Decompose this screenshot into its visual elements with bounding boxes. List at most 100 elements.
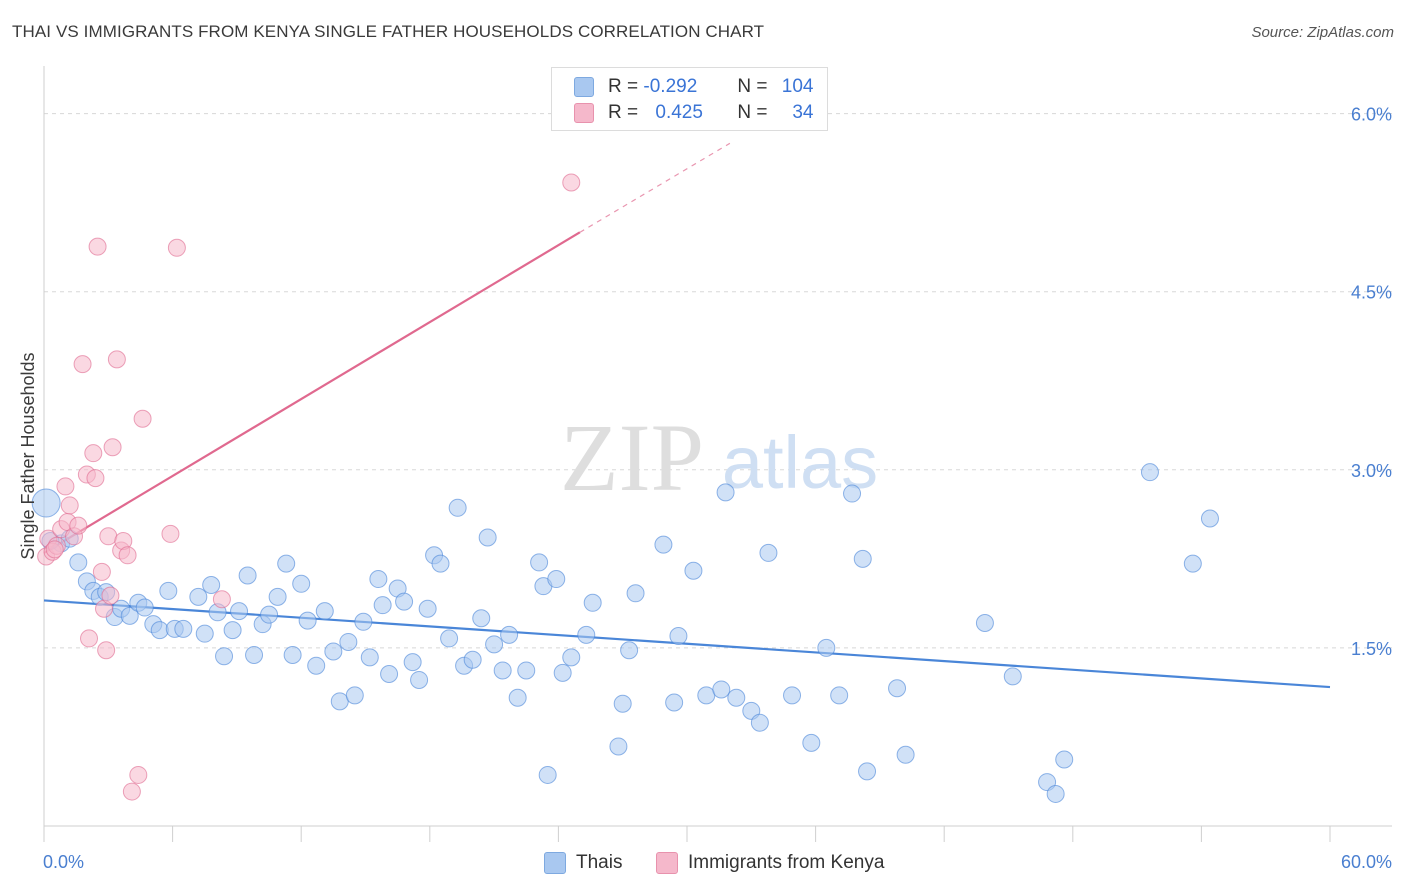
point-kenya	[73, 355, 92, 374]
source-label: Source: ZipAtlas.com	[1251, 24, 1394, 41]
point-kenya	[107, 350, 126, 369]
point-thais	[485, 635, 504, 654]
point-thais	[315, 602, 334, 621]
point-thais	[547, 570, 566, 589]
point-kenya	[167, 238, 186, 257]
point-kenya	[56, 477, 75, 496]
point-thais	[277, 554, 296, 573]
bottom-legend-label-kenya: Immigrants from Kenya	[688, 852, 885, 873]
legend-r-label: R =	[608, 102, 639, 123]
point-thais	[853, 549, 872, 568]
point-kenya	[562, 173, 581, 192]
point-kenya	[92, 562, 111, 581]
bottom-legend-thais[interactable]: Thais	[544, 852, 622, 874]
point-kenya	[103, 438, 122, 457]
point-kenya	[161, 524, 180, 543]
point-kenya	[88, 237, 107, 256]
point-thais	[896, 745, 915, 764]
point-thais	[245, 646, 264, 665]
point-thais	[712, 680, 731, 699]
point-thais	[230, 602, 249, 621]
point-kenya	[118, 546, 137, 565]
point-thais	[150, 621, 169, 640]
legend-r-value: -0.292	[643, 76, 698, 97]
legend-n-label: N =	[737, 102, 768, 123]
point-kenya	[133, 409, 152, 428]
point-thais	[508, 688, 527, 707]
points-thais	[31, 463, 1219, 803]
point-kenya	[45, 540, 64, 559]
point-thais	[802, 733, 821, 752]
point-thais	[31, 488, 61, 518]
point-thais	[215, 647, 234, 666]
point-thais	[135, 598, 154, 617]
point-thais	[202, 575, 221, 594]
point-thais	[345, 686, 364, 705]
point-thais	[418, 599, 437, 618]
point-kenya	[84, 444, 103, 463]
point-kenya	[97, 641, 116, 660]
point-thais	[665, 693, 684, 712]
point-kenya	[101, 586, 120, 605]
point-thais	[223, 621, 242, 640]
legend-n-value: 104	[781, 76, 814, 97]
point-thais	[553, 663, 572, 682]
point-thais	[888, 679, 907, 698]
point-thais	[380, 665, 399, 684]
y-tick-label: 4.5%	[1351, 283, 1392, 303]
point-thais	[238, 566, 257, 585]
grid-lines	[44, 113, 1392, 649]
y-tick-labels: 1.5% 3.0% 4.5% 6.0%	[1351, 105, 1392, 659]
x-tick-min: 0.0%	[43, 852, 85, 872]
point-thais	[298, 611, 317, 630]
trend-line-thais	[43, 599, 1331, 689]
axes	[43, 66, 1392, 842]
point-thais	[324, 642, 343, 661]
point-thais	[69, 553, 88, 572]
point-thais	[817, 638, 836, 657]
point-thais	[517, 661, 536, 680]
trend-line-extension	[579, 142, 731, 233]
point-thais	[330, 692, 349, 711]
trend-line-kenya	[43, 142, 731, 554]
trend-line	[43, 231, 581, 554]
point-kenya	[60, 496, 79, 515]
point-thais	[395, 592, 414, 611]
point-thais	[716, 483, 735, 502]
point-thais	[620, 641, 639, 660]
point-thais	[1200, 509, 1219, 528]
point-thais	[195, 624, 214, 643]
point-thais	[369, 570, 388, 589]
point-thais	[562, 648, 581, 667]
point-thais	[750, 713, 769, 732]
point-thais	[1046, 784, 1065, 803]
point-thais	[307, 656, 326, 675]
point-kenya	[86, 469, 105, 488]
points-kenya	[37, 173, 581, 801]
legend-row-kenya: R = 0.425 N = 34	[574, 101, 814, 125]
point-thais	[759, 543, 778, 562]
point-kenya	[212, 590, 231, 609]
point-thais	[697, 686, 716, 705]
point-thais	[858, 762, 877, 781]
point-thais	[410, 670, 429, 689]
point-thais	[493, 661, 512, 680]
point-thais	[174, 619, 193, 638]
y-axis-label: Single Father Households	[18, 352, 38, 559]
point-thais	[431, 554, 450, 573]
legend-r-label: R =	[608, 76, 639, 97]
bottom-legend: Thais Immigrants from Kenya	[0, 852, 1406, 878]
point-thais	[478, 528, 497, 547]
legend-row-thais: R = -0.292 N = 104	[574, 75, 814, 99]
point-thais	[727, 688, 746, 707]
bottom-legend-label-thais: Thais	[576, 852, 623, 873]
point-thais	[403, 653, 422, 672]
y-tick-label: 6.0%	[1351, 105, 1392, 125]
legend-n-label: N =	[737, 76, 768, 97]
point-thais	[159, 581, 178, 600]
point-kenya	[69, 516, 88, 535]
bottom-legend-kenya[interactable]: Immigrants from Kenya	[656, 852, 884, 874]
point-thais	[354, 612, 373, 631]
point-thais	[975, 613, 994, 632]
